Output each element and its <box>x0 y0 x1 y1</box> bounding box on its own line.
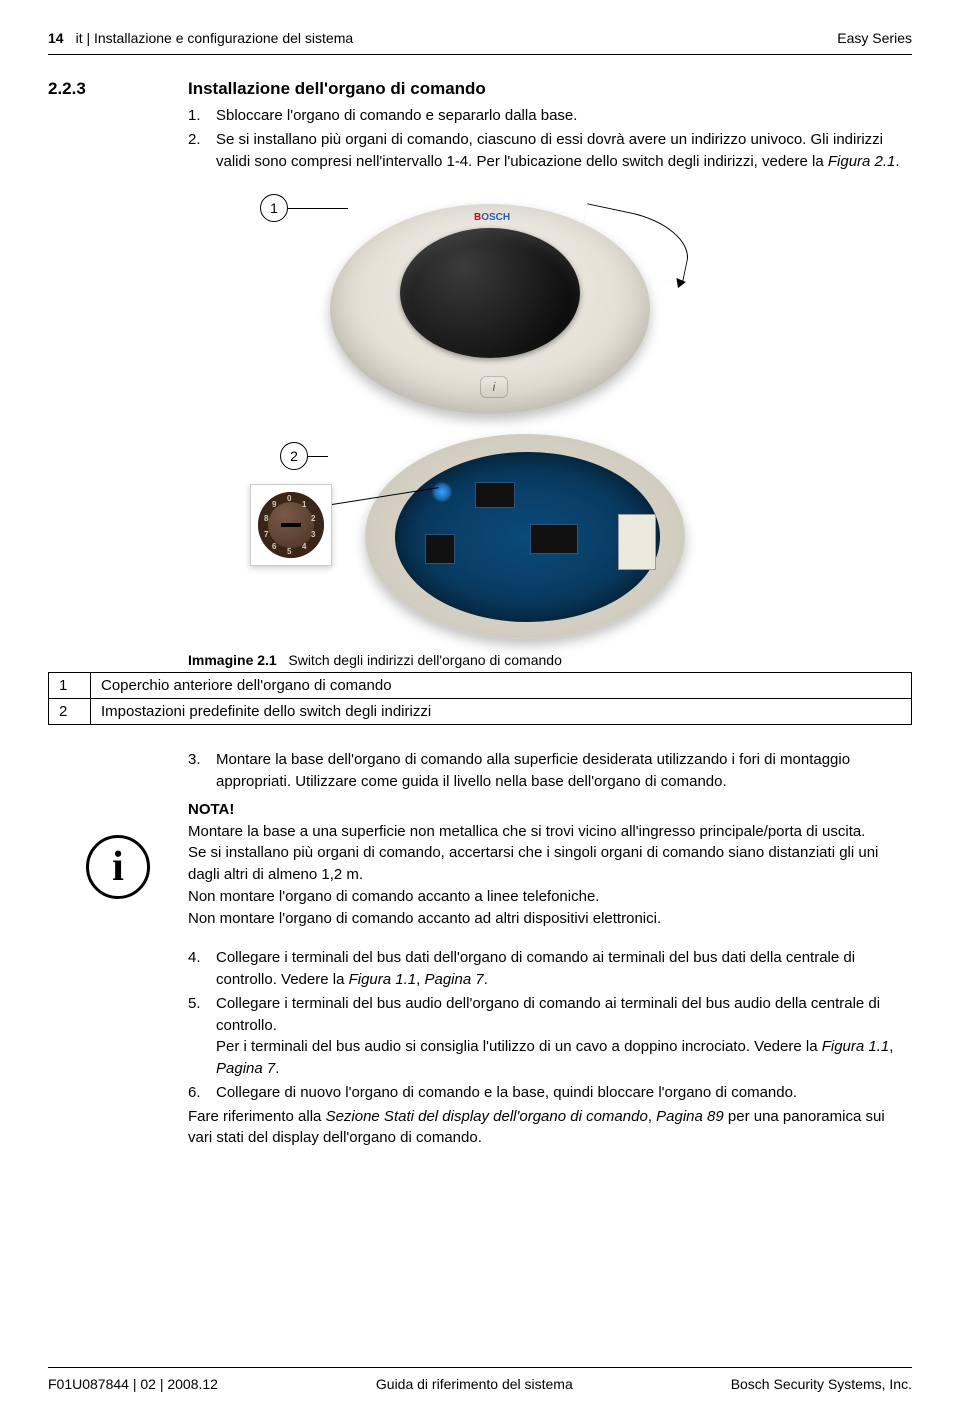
step-item: 1. Sbloccare l'organo di comando e separ… <box>188 105 912 127</box>
note-icon: i <box>86 835 150 899</box>
step-item: 6. Collegare di nuovo l'organo di comand… <box>188 1082 912 1104</box>
table-cell-value: Impostazioni predefinite dello switch de… <box>91 699 912 725</box>
figure-reference: Figura 1.1 <box>349 971 417 988</box>
info-button-icon: i <box>480 376 508 398</box>
breadcrumb: it | Installazione e configurazione del … <box>76 30 354 46</box>
step-number: 2. <box>188 129 216 173</box>
header-rule <box>48 54 912 55</box>
table-cell-key: 2 <box>49 699 91 725</box>
figure-reference: Figura 1.1 <box>822 1038 890 1055</box>
footer-company: Bosch Security Systems, Inc. <box>731 1376 912 1392</box>
page-reference: Pagina 7 <box>216 1060 275 1077</box>
step-item: 3. Montare la base dell'organo di comand… <box>188 749 912 793</box>
closing-text: Fare riferimento alla Sezione Stati del … <box>188 1106 912 1150</box>
step-number: 4. <box>188 947 216 991</box>
step-text: Collegare i terminali del bus dati dell'… <box>216 947 912 991</box>
rotary-switch-detail: 0 1 2 3 4 5 6 7 8 9 <box>250 484 332 566</box>
step-item: 5. Collegare i terminali del bus audio d… <box>188 993 912 1080</box>
callout-2: 2 <box>280 442 308 470</box>
callout-leader <box>308 456 328 457</box>
brand-logo: BOSCH <box>474 212 510 223</box>
callout-1: 1 <box>260 194 288 222</box>
step-number: 6. <box>188 1082 216 1104</box>
step-text: Se si installano più organi di comando, … <box>216 129 912 173</box>
step-number: 3. <box>188 749 216 793</box>
pcb-chip <box>530 524 578 554</box>
figure-caption: Immagine 2.1 Switch degli indirizzi dell… <box>188 652 912 668</box>
device-screen <box>400 228 580 358</box>
section-number: 2.2.3 <box>48 79 188 174</box>
step-number: 5. <box>188 993 216 1080</box>
table-cell-value: Coperchio anteriore dell'organo di coman… <box>91 673 912 699</box>
table-row: 1 Coperchio anteriore dell'organo di com… <box>49 673 912 699</box>
step-text: Collegare di nuovo l'organo di comando e… <box>216 1082 912 1104</box>
series-label: Easy Series <box>837 30 912 46</box>
page-reference: Pagina 89 <box>656 1108 724 1125</box>
step-item: 2. Se si installano più organi di comand… <box>188 129 912 173</box>
pcb-chip <box>475 482 515 508</box>
note-body: NOTA! Montare la base a una superficie n… <box>188 799 912 930</box>
step-text: Collegare i terminali del bus audio dell… <box>216 993 912 1080</box>
pcb-label <box>618 514 656 570</box>
section-reference: Sezione Stati del display dell'organo di… <box>326 1108 648 1125</box>
pcb-chip <box>425 534 455 564</box>
step-text: Montare la base dell'organo di comando a… <box>216 749 912 793</box>
page-footer: F01U087844 | 02 | 2008.12 Guida di rifer… <box>48 1367 912 1392</box>
section-title: Installazione dell'organo di comando <box>188 79 912 99</box>
page-reference: Pagina 7 <box>424 971 483 988</box>
callout-leader <box>288 208 348 209</box>
figure-2-1: BOSCH i 0 1 2 3 4 5 <box>220 184 740 644</box>
page-number: 14 <box>48 30 64 46</box>
table-cell-key: 1 <box>49 673 91 699</box>
step-number: 1. <box>188 105 216 127</box>
footer-doc-id: F01U087844 | 02 | 2008.12 <box>48 1376 218 1392</box>
table-row: 2 Impostazioni predefinite dello switch … <box>49 699 912 725</box>
page-header: 14 it | Installazione e configurazione d… <box>48 30 912 54</box>
step-item: 4. Collegare i terminali del bus dati de… <box>188 947 912 991</box>
note-title: NOTA! <box>188 801 234 818</box>
footer-doc-title: Guida di riferimento del sistema <box>376 1376 573 1392</box>
callout-table: 1 Coperchio anteriore dell'organo di com… <box>48 672 912 725</box>
figure-reference: Figura 2.1 <box>828 153 896 170</box>
step-text: Sbloccare l'organo di comando e separarl… <box>216 105 912 127</box>
